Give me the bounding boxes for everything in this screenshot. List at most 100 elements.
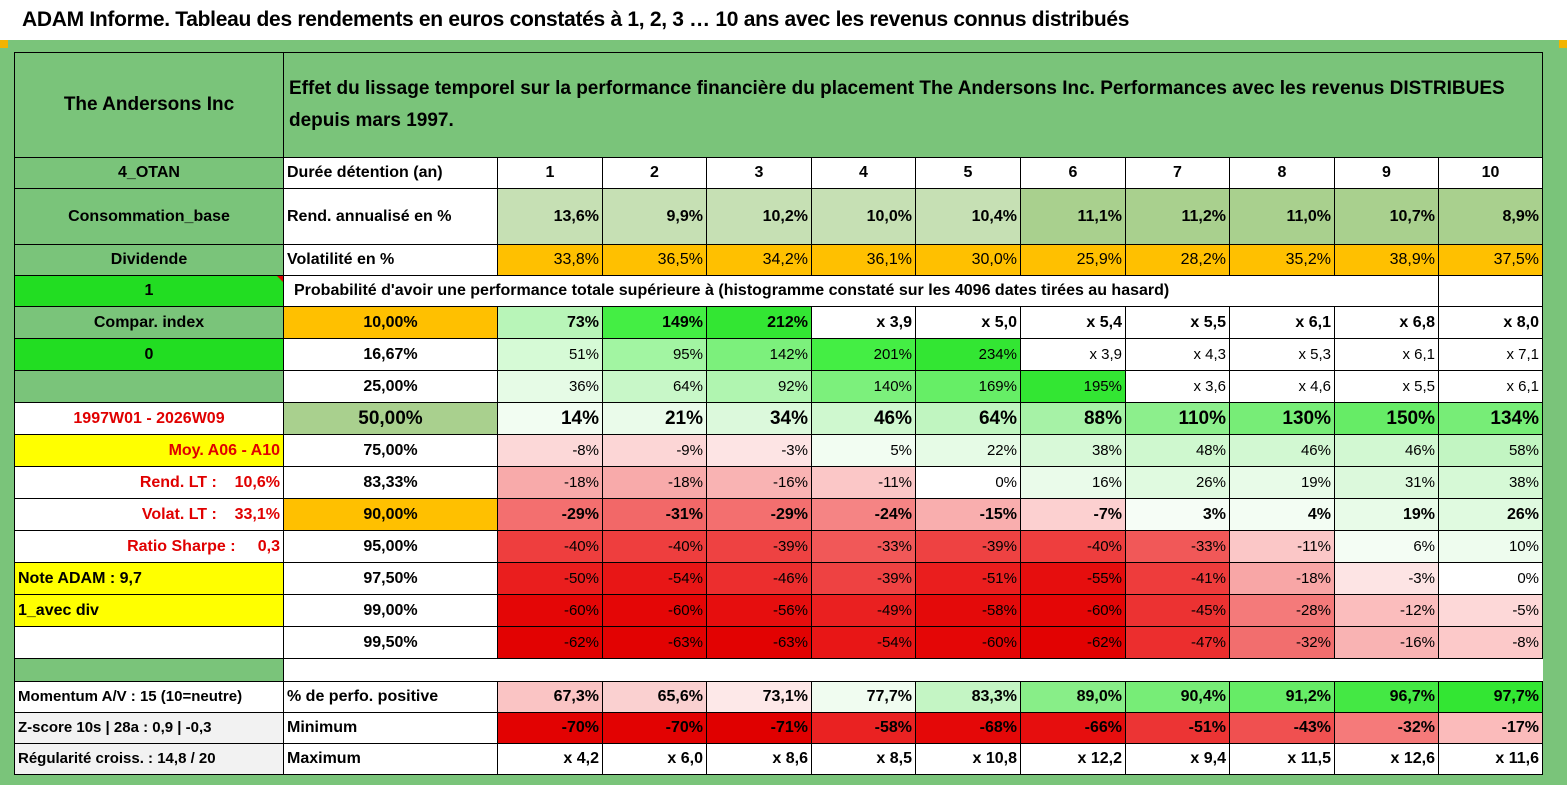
maximum-cell: x 8,6 [706,743,812,775]
probability-cell: -24% [811,498,916,531]
maximum-row: Régularité croiss. : 14,8 / 20 Maximum x 4… [14,743,1543,775]
probability-cell: 130% [1229,402,1335,435]
probability-cell: -58% [915,594,1021,627]
minimum-cell: -32% [1334,712,1439,744]
annual-return-cell: 13,6% [497,188,603,245]
probability-cell: 0% [1438,562,1543,595]
probability-cell: 46% [811,402,916,435]
probability-row: Note ADAM : 9,7 97,50% -50% -54% -46% -39% -51… [14,562,1543,595]
threshold-cell: 75,00% [283,434,498,467]
probability-cell: -54% [811,626,916,659]
type-label: Dividende [14,244,284,276]
maximum-cell: x 9,4 [1125,743,1230,775]
probability-cell: 34% [706,402,812,435]
regularite-label: Régularité croiss. : 14,8 / 20 [14,743,284,775]
corner-marker [1559,40,1567,48]
asset-name: The Andersons Inc [14,52,284,158]
probability-cell: -40% [602,530,707,563]
threshold-cell: 99,00% [283,594,498,627]
probability-cell: 19% [1229,466,1335,499]
probability-cell: -63% [602,626,707,659]
minimum-cell: -68% [915,712,1021,744]
probability-caption: Probabilité d'avoir une performance tota… [283,275,1439,307]
probability-cell: x 7,1 [1438,338,1543,371]
probability-cell: 149% [602,306,707,339]
threshold-cell: 97,50% [283,562,498,595]
probability-row: Moy. A06 - A10 75,00% -8% -9% -3% 5% 22% 38% 48%… [14,434,1543,467]
volatility-cell: 33,8% [497,244,603,276]
probability-cell: 19% [1334,498,1439,531]
probability-cell: 14% [497,402,603,435]
probability-cell: x 3,9 [811,306,916,339]
threshold-cell: 90,00% [283,498,498,531]
volatility-cell: 35,2% [1229,244,1335,276]
header-row: The Andersons Inc Effet du lissage tempor… [14,52,1543,158]
probability-cell: 38% [1438,466,1543,499]
maximum-cell: x 10,8 [915,743,1021,775]
probability-cell: -62% [1020,626,1126,659]
volatility-cell: 30,0% [915,244,1021,276]
minimum-cell: -71% [706,712,812,744]
probability-cell: -39% [706,530,812,563]
probability-row: Rend. LT : 10,6% 83,33% -18% -18% -16% -11% 0%… [14,466,1543,499]
positive-cell: 97,7% [1438,681,1543,713]
probability-cell: x 4,3 [1125,338,1230,371]
year-header: 8 [1229,157,1335,189]
volatility-cell: 36,1% [811,244,916,276]
probability-cell: -45% [1125,594,1230,627]
maximum-label: Maximum [283,743,498,775]
positive-cell: 65,6% [602,681,707,713]
probability-cell: 26% [1125,466,1230,499]
annual-return-cell: 8,9% [1438,188,1543,245]
probability-cell: -49% [811,594,916,627]
probability-cell: 88% [1020,402,1126,435]
probability-cell: x 5,3 [1229,338,1335,371]
annual-return-cell: 9,9% [602,188,707,245]
volatility-cell: 38,9% [1334,244,1439,276]
probability-cell: 22% [915,434,1021,467]
year-header: 1 [497,157,603,189]
probability-cell: -50% [497,562,603,595]
volatility-cell: 37,5% [1438,244,1543,276]
probability-cell: -11% [811,466,916,499]
duration-row: 4_OTAN Durée détention (an) 1 2 3 4 5 6 7 8 9 10 [14,157,1543,189]
probability-cell: -39% [811,562,916,595]
spacer-cell [14,658,284,682]
positive-label: % de perfo. positive [283,681,498,713]
positive-cell: 83,3% [915,681,1021,713]
probability-cell: 21% [602,402,707,435]
probability-cell: x 6,8 [1334,306,1439,339]
probability-cell: -18% [602,466,707,499]
probability-cell: 0% [915,466,1021,499]
minimum-cell: -51% [1125,712,1230,744]
probability-cell: -56% [706,594,812,627]
positive-cell: 96,7% [1334,681,1439,713]
page-title: ADAM Informe. Tableau des rendements en … [22,8,1130,31]
probability-cell: -60% [497,594,603,627]
probability-cell: -28% [1229,594,1335,627]
positive-cell: 89,0% [1020,681,1126,713]
threshold-cell: 10,00% [283,306,498,339]
annual-return-cell: 11,2% [1125,188,1230,245]
positive-row: Momentum A/V : 15 (10=neutre)% de perfo.… [14,681,1543,713]
probability-cell: -8% [497,434,603,467]
minimum-label: Minimum [283,712,498,744]
annual-return-cell: 10,2% [706,188,812,245]
probability-cell: -33% [811,530,916,563]
probability-cell: x 8,0 [1438,306,1543,339]
period-label: 1997W01 - 2026W09 [14,402,284,435]
minimum-cell: -66% [1020,712,1126,744]
probability-cell: -3% [706,434,812,467]
moy-label: Moy. A06 - A10 [14,434,284,467]
annual-return-cell: 11,1% [1020,188,1126,245]
maximum-cell: x 6,0 [602,743,707,775]
probability-cell: 212% [706,306,812,339]
probability-cell: 3% [1125,498,1230,531]
title-bar: ADAM Informe. Tableau des rendements en … [0,0,1567,40]
note-adam-label: Note ADAM : 9,7 [14,562,284,595]
threshold-cell: 16,67% [283,338,498,371]
year-header: 6 [1020,157,1126,189]
volatility-cell: 36,5% [602,244,707,276]
annual-return-row: Consommation_base Rend. annualisé en % 13,… [14,188,1543,245]
probability-row: 1997W01 - 2026W09 50,00% 14% 21% 34% 46% 64% 88… [14,402,1543,435]
